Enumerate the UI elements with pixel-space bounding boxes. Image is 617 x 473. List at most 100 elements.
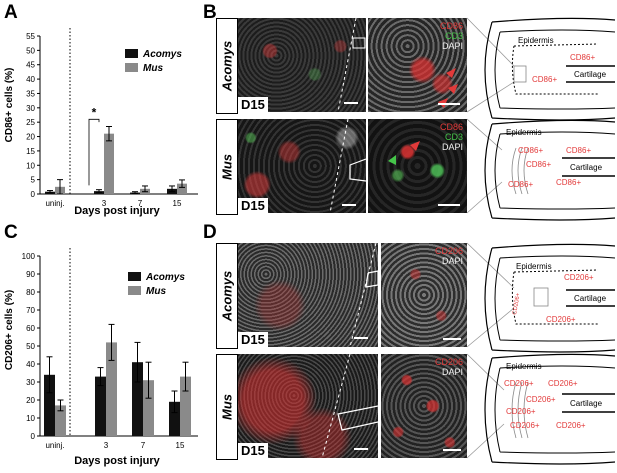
y-tick-label: 0 bbox=[31, 190, 36, 199]
x-tick-label: 15 bbox=[176, 441, 185, 450]
legend-swatch-mus bbox=[125, 63, 138, 72]
y-tick-label: 45 bbox=[26, 61, 35, 70]
y-tick-label: 40 bbox=[26, 75, 35, 84]
legend-label-mus: Mus bbox=[143, 63, 163, 74]
schematic-marker: CD206+ bbox=[504, 379, 534, 388]
schematic-d-acomys: Epidermis Cartilage CD206+ CD206+ CD206+ bbox=[484, 243, 616, 353]
row-label-acomys-d: Acomys bbox=[216, 243, 238, 349]
y-tick-label: 50 bbox=[26, 46, 35, 55]
significance-star: * bbox=[92, 105, 97, 119]
schematic-d-mus: Epidermis Cartilage CD206+ CD206+ CD206+… bbox=[484, 353, 616, 465]
y-tick-label: 35 bbox=[26, 89, 35, 98]
y-tick-label: 60 bbox=[26, 324, 35, 333]
y-tick-label: 50 bbox=[26, 342, 35, 351]
row-label-acomys-b: Acomys bbox=[216, 18, 238, 114]
schematic-label-cartilage: Cartilage bbox=[570, 163, 603, 172]
schematic-label-cartilage: Cartilage bbox=[570, 399, 603, 408]
panel-letter-a: A bbox=[4, 2, 18, 23]
legend-swatch-acomys bbox=[128, 272, 141, 281]
stain-legend-b-top: CD86 CD3 DAPI bbox=[439, 21, 463, 51]
y-tick-label: 10 bbox=[26, 414, 35, 423]
schematic-marker: CD206+ bbox=[526, 395, 556, 404]
row-label-mus-d: Mus bbox=[216, 354, 238, 460]
y-tick-label: 5 bbox=[31, 176, 36, 185]
chart-a-ylabel: CD86+ cells (%) bbox=[4, 68, 15, 143]
micrograph-d-acomys-zoom: CD206 DAPI bbox=[381, 243, 467, 347]
schematic-marker: CD86+ bbox=[518, 146, 543, 155]
bar-acomys bbox=[95, 376, 106, 436]
micrograph-b-acomys-overview: D15 bbox=[238, 18, 366, 112]
chart-c-ylabel: CD206+ cells (%) bbox=[4, 290, 15, 370]
y-tick-label: 100 bbox=[22, 252, 36, 261]
schematic-label-epidermis: Epidermis bbox=[518, 36, 554, 45]
micrograph-b-mus-overview: D15 bbox=[238, 119, 366, 213]
y-tick-label: 40 bbox=[26, 360, 35, 369]
bar-acomys bbox=[169, 401, 180, 436]
stain-legend-b-bottom: CD86 CD3 DAPI bbox=[439, 122, 463, 152]
schematic-label-epidermis: Epidermis bbox=[506, 362, 542, 371]
x-tick-label: uninj. bbox=[45, 441, 64, 450]
bar-mus bbox=[104, 133, 114, 194]
chart-a: CD86+ cells (%) Days post injury 0 5 10 15 2… bbox=[4, 28, 198, 217]
schematic-b-mus: Epidermis Cartilage CD86+ CD86+ CD86+ CD… bbox=[484, 119, 616, 221]
y-tick-label: 20 bbox=[26, 396, 35, 405]
y-tick-label: 70 bbox=[26, 306, 35, 315]
day-label-b-bottom: D15 bbox=[238, 198, 268, 213]
scale-bar bbox=[443, 338, 461, 340]
schematic-label-epidermis: Epidermis bbox=[516, 262, 552, 271]
cell-arrowheads-b-bottom bbox=[388, 141, 460, 206]
bar-mus bbox=[177, 183, 187, 194]
connector-lines bbox=[466, 17, 515, 459]
row-label-mus-b: Mus bbox=[216, 119, 238, 215]
y-tick-label: 0 bbox=[31, 432, 36, 441]
bar-acomys bbox=[44, 374, 55, 436]
scale-bar bbox=[443, 449, 461, 451]
schematic-marker: CD86+ bbox=[566, 146, 591, 155]
legend-label-acomys: Acomys bbox=[145, 272, 185, 283]
day-label-b-top: D15 bbox=[238, 97, 268, 112]
legend-label-acomys: Acomys bbox=[142, 49, 182, 60]
schematic-b-acomys: Epidermis Cartilage CD86+ CD86+ bbox=[484, 17, 616, 121]
micrograph-d-acomys-overview: D15 bbox=[238, 243, 378, 347]
x-tick-label: uninj. bbox=[45, 199, 64, 208]
schematic-label-cartilage: Cartilage bbox=[574, 294, 607, 303]
schematic-marker: CD206+ bbox=[548, 379, 578, 388]
bar-mus bbox=[143, 380, 154, 436]
schematic-marker: CD206+ bbox=[512, 292, 522, 315]
schematic-marker: CD86+ bbox=[508, 180, 533, 189]
schematic-marker: CD86+ bbox=[526, 160, 551, 169]
wound-edge-line bbox=[321, 354, 378, 458]
panel-letter-b: B bbox=[203, 2, 217, 23]
schematic-marker: CD86+ bbox=[556, 178, 581, 187]
y-tick-label: 30 bbox=[26, 104, 35, 113]
y-tick-label: 30 bbox=[26, 378, 35, 387]
ear-schematics: Epidermis Cartilage CD86+ CD86+ Epidermi… bbox=[466, 17, 616, 465]
cell-arrowheads-b-top bbox=[438, 68, 460, 108]
panel-letter-d: D bbox=[203, 222, 217, 243]
x-tick-label: 7 bbox=[138, 199, 143, 208]
schematic-marker: CD206+ bbox=[546, 315, 576, 324]
schematic-label-epidermis: Epidermis bbox=[506, 128, 542, 137]
y-tick-label: 80 bbox=[26, 288, 35, 297]
day-label-d-bottom: D15 bbox=[238, 443, 268, 458]
y-tick-label: 15 bbox=[26, 147, 35, 156]
x-tick-label: 3 bbox=[102, 199, 107, 208]
legend-label-mus: Mus bbox=[146, 286, 166, 297]
schematic-marker: CD86+ bbox=[532, 75, 557, 84]
bar-acomys bbox=[132, 362, 143, 436]
y-tick-label: 10 bbox=[26, 161, 35, 170]
legend-swatch-mus bbox=[128, 286, 141, 295]
schematic-marker: CD206+ bbox=[564, 273, 594, 282]
schematic-marker: CD86+ bbox=[570, 53, 595, 62]
micrograph-b-mus-zoom: CD86 CD3 DAPI bbox=[368, 119, 467, 213]
bar-mus bbox=[180, 376, 191, 436]
legend-swatch-acomys bbox=[125, 49, 138, 58]
micrograph-d-mus-zoom: CD206 DAPI bbox=[381, 354, 467, 458]
wound-edge-line bbox=[337, 18, 366, 112]
schematic-marker: CD206+ bbox=[556, 421, 586, 430]
bar-mus bbox=[106, 342, 117, 436]
wound-edge-line bbox=[329, 119, 366, 213]
x-tick-label: 15 bbox=[173, 199, 182, 208]
schematic-marker: CD206+ bbox=[506, 407, 536, 416]
y-tick-label: 20 bbox=[26, 133, 35, 142]
